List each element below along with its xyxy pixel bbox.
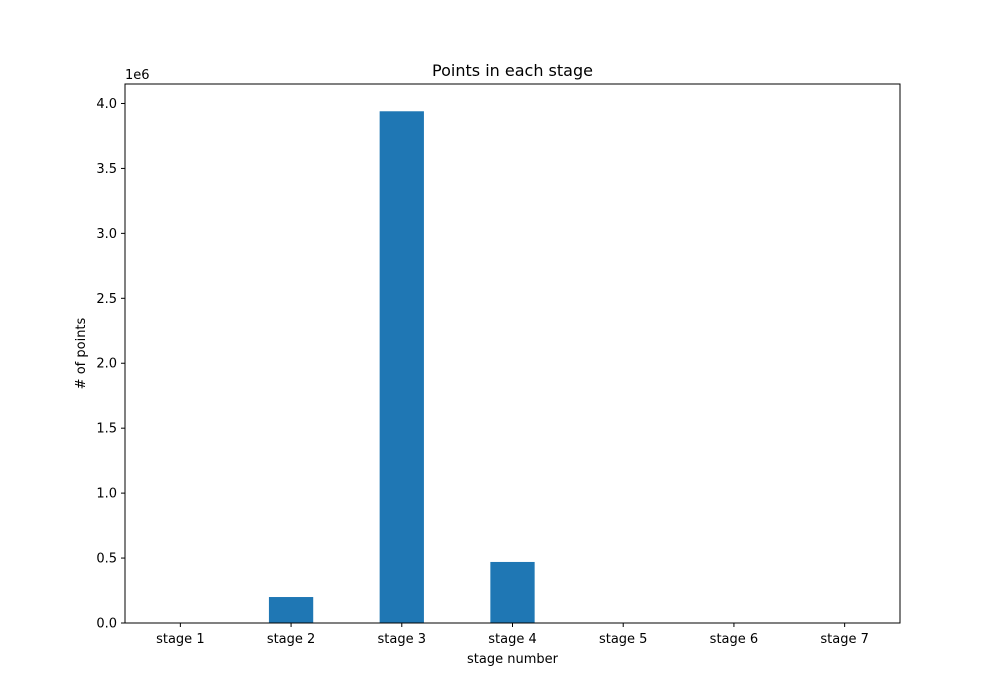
y-tick-label: 3.5 xyxy=(96,162,117,177)
x-tick-label: stage 1 xyxy=(156,632,205,647)
y-tick-label: 3.0 xyxy=(96,227,117,242)
y-offset-label: 1e6 xyxy=(125,68,150,83)
y-tick-label: 4.0 xyxy=(96,97,117,112)
x-tick-label: stage 7 xyxy=(820,632,869,647)
x-tick-label: stage 6 xyxy=(710,632,759,647)
y-tick-label: 0.0 xyxy=(96,617,117,632)
bar-group xyxy=(268,111,535,624)
y-tick-label: 1.5 xyxy=(96,422,117,437)
y-tick-label: 1.0 xyxy=(96,487,117,502)
y-tick-label: 2.5 xyxy=(96,292,117,307)
y-tick-label: 2.0 xyxy=(96,357,117,372)
plot-frame xyxy=(124,83,901,624)
x-axis-label: stage number xyxy=(467,652,559,667)
x-tick-group: stage 1 stage 2 stage 3 stage 4 stage 5 stage… xyxy=(156,623,869,647)
x-tick-label: stage 3 xyxy=(378,632,427,647)
bar-stage-4 xyxy=(490,561,535,623)
y-axis-label: # of points xyxy=(74,317,89,389)
x-tick-label: stage 2 xyxy=(267,632,316,647)
bar-stage-2 xyxy=(268,597,314,623)
bar-stage-3 xyxy=(379,111,424,624)
y-tick-label: 0.5 xyxy=(96,552,117,567)
plot-area xyxy=(125,84,900,623)
chart-title: Points in each stage xyxy=(432,61,593,80)
y-tick-group: 0.0 0.5 1.0 1.5 2.0 2.5 3.0 3.5 4.0 xyxy=(96,97,125,632)
x-tick-label: stage 5 xyxy=(599,632,648,647)
x-tick-label: stage 4 xyxy=(488,632,537,647)
